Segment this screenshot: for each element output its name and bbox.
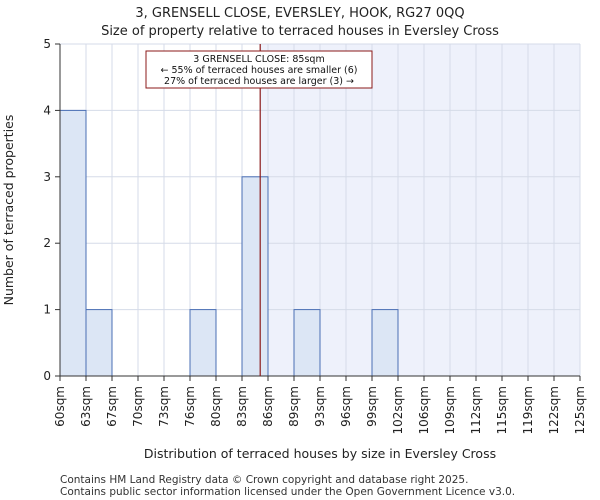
x-tick-label: 112sqm: [469, 386, 483, 434]
y-tick-label: 0: [43, 369, 51, 383]
x-tick-label: 89sqm: [287, 386, 301, 427]
y-tick-label: 3: [43, 170, 51, 184]
bar: [371, 309, 399, 377]
x-tick-label: 73sqm: [157, 386, 171, 427]
x-tick-label: 102sqm: [391, 386, 405, 434]
chart-subtitle: Size of property relative to terraced ho…: [101, 24, 499, 39]
x-tick-label: 63sqm: [79, 386, 93, 427]
x-tick-label: 122sqm: [547, 386, 561, 434]
x-tick-label: 80sqm: [209, 386, 223, 427]
annotation-line-larger: 27% of terraced houses are larger (3) →: [164, 76, 354, 87]
bar: [85, 309, 113, 377]
x-tick-label: 83sqm: [235, 386, 249, 427]
bar: [293, 309, 321, 377]
x-axis-title: Distribution of terraced houses by size …: [144, 446, 496, 461]
annotation-box: [145, 50, 373, 89]
y-axis-title: Number of terraced properties: [1, 115, 16, 306]
x-tick-label: 70sqm: [131, 386, 145, 427]
x-tick-label: 109sqm: [443, 386, 457, 434]
x-tick-label: 60sqm: [53, 386, 67, 427]
y-tick-label: 2: [43, 236, 51, 250]
x-tick-label: 106sqm: [417, 386, 431, 434]
bar: [189, 309, 217, 377]
x-tick-label: 119sqm: [521, 386, 535, 434]
bar: [241, 176, 269, 377]
x-tick-label: 93sqm: [313, 386, 327, 427]
x-tick-label: 125sqm: [573, 386, 587, 434]
chart-title: 3, GRENSELL CLOSE, EVERSLEY, HOOK, RG27 …: [135, 6, 465, 21]
bar: [59, 109, 87, 377]
x-tick-label: 96sqm: [339, 386, 353, 427]
x-tick-label: 76sqm: [183, 386, 197, 427]
y-tick-label: 4: [43, 103, 51, 117]
x-tick-label: 86sqm: [261, 386, 275, 427]
x-tick-label: 99sqm: [365, 386, 379, 427]
annotation-line-smaller: ← 55% of terraced houses are smaller (6): [161, 65, 358, 76]
y-tick-label: 1: [43, 303, 51, 317]
footer-licence: Contains public sector information licen…: [60, 486, 516, 498]
x-tick-label: 115sqm: [495, 386, 509, 434]
annotation-line-size: 3 GRENSELL CLOSE: 85sqm: [193, 54, 324, 65]
y-tick-label: 5: [43, 37, 51, 51]
x-tick-label: 67sqm: [105, 386, 119, 427]
footer-copyright: Contains HM Land Registry data © Crown c…: [60, 474, 469, 486]
